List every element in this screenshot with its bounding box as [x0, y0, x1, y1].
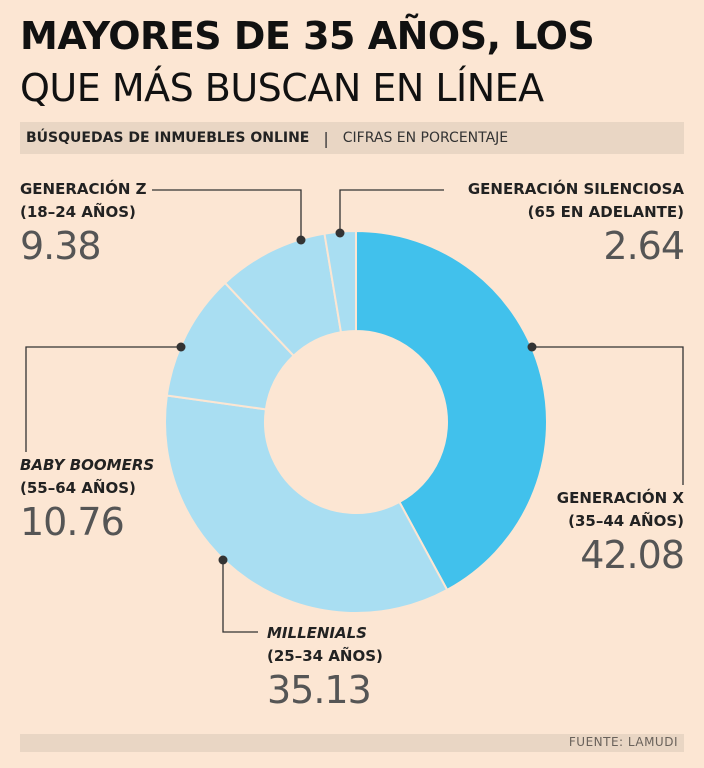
source-note: FUENTE: LAMUDI — [568, 735, 678, 749]
subtitle-bold: BÚSQUEDAS DE INMUEBLES ONLINE — [26, 130, 310, 146]
label-millenials-value: 35.13 — [267, 668, 372, 712]
label-genz-value: 9.38 — [20, 224, 102, 268]
leader-dot-millenials — [218, 555, 228, 565]
label-boomers-name: BABY BOOMERS — [20, 456, 155, 474]
label-millenials: MILLENIALS (25–34 AÑOS) 35.13 — [267, 622, 383, 712]
subtitle-separator: | — [323, 128, 329, 148]
label-millenials-range: (25–34 AÑOS) — [267, 647, 383, 665]
label-genx-range: (35–44 AÑOS) — [568, 512, 684, 530]
label-genz-name: GENERACIÓN Z — [20, 180, 147, 198]
label-millenials-name: MILLENIALS — [267, 624, 367, 642]
slice-millenials — [164, 394, 449, 614]
leader-line-millenials — [222, 560, 258, 633]
label-boomers: BABY BOOMERS (55–64 AÑOS) 10.76 — [20, 454, 154, 544]
leader-dot-silent — [335, 228, 345, 238]
title-line-2: QUE MÁS BUSCAN EN LÍNEA — [20, 66, 544, 110]
label-silent-range: (65 EN ADELANTE) — [527, 203, 684, 221]
label-genz: GENERACIÓN Z (18–24 AÑOS) 9.38 — [20, 178, 147, 268]
leader-dot-genx — [527, 342, 537, 352]
label-genz-range: (18–24 AÑOS) — [20, 203, 136, 221]
leader-line-silent — [339, 189, 444, 233]
label-genx-name: GENERACIÓN X — [556, 489, 684, 507]
leader-dot-genz — [296, 235, 306, 245]
label-silent-name: GENERACIÓN SILENCIOSA — [467, 180, 684, 198]
leader-line-genx — [532, 346, 684, 485]
leader-line-boomers — [25, 346, 181, 452]
subtitle-light: CIFRAS EN PORCENTAJE — [342, 130, 509, 146]
leader-dot-boomers — [176, 342, 186, 352]
label-boomers-value: 10.76 — [20, 500, 125, 544]
subtitle-bar: BÚSQUEDAS DE INMUEBLES ONLINE | CIFRAS E… — [20, 122, 684, 154]
slice-genx — [355, 229, 548, 592]
label-genx-value: 42.08 — [580, 533, 685, 577]
label-boomers-range: (55–64 AÑOS) — [20, 479, 136, 497]
label-silent-value: 2.64 — [603, 224, 685, 268]
footer-bar: FUENTE: LAMUDI — [20, 734, 684, 752]
title-line-1: MAYORES DE 35 AÑOS, LOS — [20, 14, 595, 58]
leader-line-genz — [152, 189, 302, 240]
label-silent: GENERACIÓN SILENCIOSA (65 EN ADELANTE) 2… — [467, 178, 685, 268]
label-genx: GENERACIÓN X (35–44 AÑOS) 42.08 — [556, 487, 685, 577]
slice-silent — [323, 229, 357, 334]
